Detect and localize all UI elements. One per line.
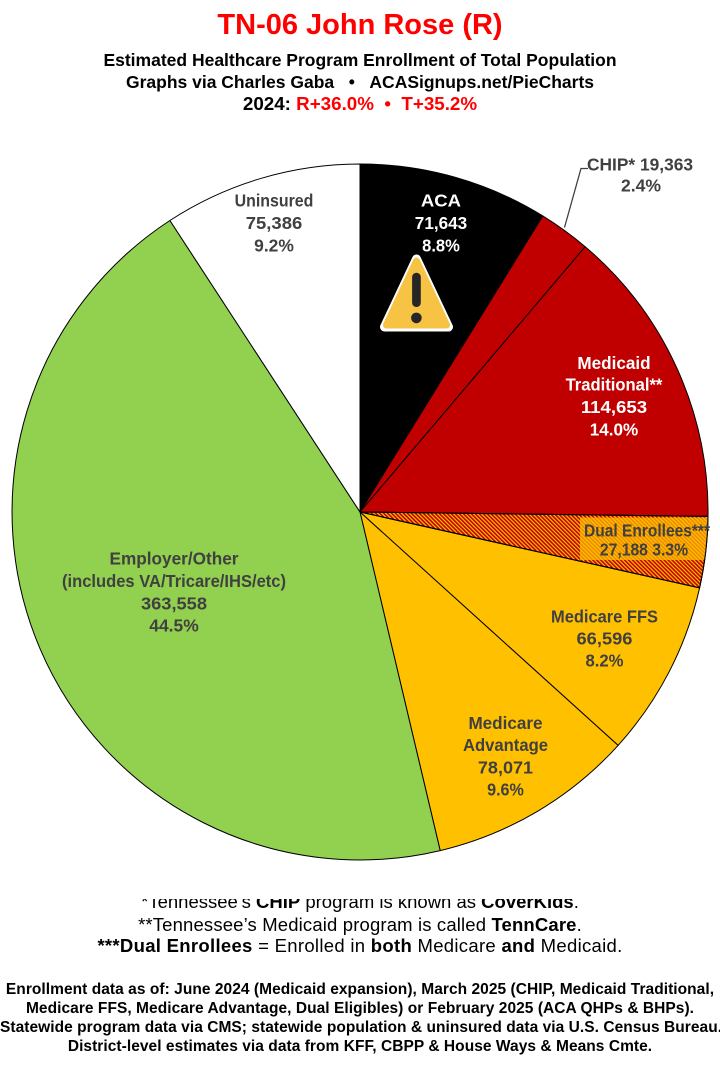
svg-text:Dual Enrollees***: Dual Enrollees*** bbox=[584, 521, 710, 541]
svg-text:27,188 3.3%: 27,188 3.3% bbox=[600, 539, 688, 559]
svg-text:363,558: 363,558 bbox=[141, 594, 207, 614]
svg-text:2.4%: 2.4% bbox=[621, 175, 661, 195]
svg-text:66,596: 66,596 bbox=[577, 629, 633, 649]
svg-text:75,386: 75,386 bbox=[246, 213, 303, 233]
svg-text:71,643: 71,643 bbox=[415, 213, 467, 233]
svg-text:(includes VA/Tricare/IHS/etc): (includes VA/Tricare/IHS/etc) bbox=[62, 571, 286, 591]
svg-text:9.2%: 9.2% bbox=[254, 235, 294, 255]
svg-text:Traditional**: Traditional** bbox=[566, 375, 663, 395]
svg-text:114,653: 114,653 bbox=[581, 397, 647, 417]
svg-text:Advantage: Advantage bbox=[463, 735, 548, 755]
svg-text:8.8%: 8.8% bbox=[422, 235, 460, 255]
svg-text:Medicare FFS: Medicare FFS bbox=[551, 606, 658, 626]
svg-text:Medicaid: Medicaid bbox=[577, 353, 650, 373]
svg-text:Employer/Other: Employer/Other bbox=[110, 549, 239, 569]
svg-text:8.2%: 8.2% bbox=[586, 651, 624, 671]
svg-text:Uninsured: Uninsured bbox=[235, 191, 314, 211]
svg-text:Medicare: Medicare bbox=[468, 713, 542, 733]
svg-text:CHIP* 19,363: CHIP* 19,363 bbox=[587, 154, 693, 174]
svg-text:78,071: 78,071 bbox=[478, 757, 534, 777]
svg-text:44.5%: 44.5% bbox=[149, 616, 198, 636]
svg-text:14.0%: 14.0% bbox=[590, 419, 638, 439]
svg-text:ACA: ACA bbox=[421, 191, 461, 211]
svg-text:9.6%: 9.6% bbox=[487, 780, 524, 800]
